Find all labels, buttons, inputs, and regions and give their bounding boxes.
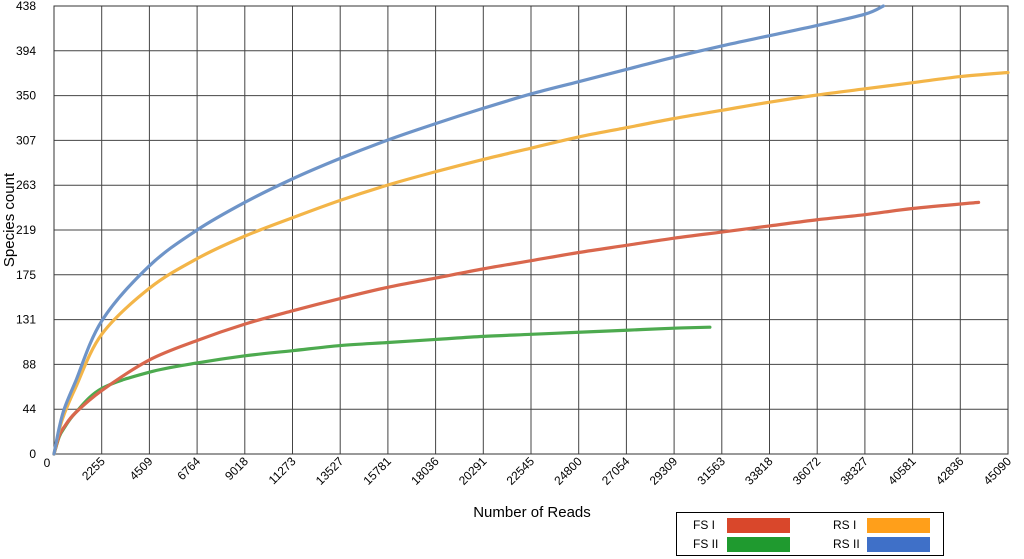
legend: FS I RS I FS II RS II <box>676 512 944 556</box>
x-tick-label: 45090 <box>981 454 1015 488</box>
legend-swatch <box>867 517 930 533</box>
series-lines <box>52 4 1010 456</box>
x-tick-label: 38327 <box>838 454 872 488</box>
x-tick-label: 9018 <box>222 454 251 483</box>
series-line-fs-ii <box>52 325 712 456</box>
x-tick-label: 33818 <box>742 454 776 488</box>
y-tick-label: 394 <box>16 44 36 58</box>
legend-item-rs-ii: RS II <box>833 534 930 554</box>
x-tick-label: 27054 <box>599 454 633 488</box>
x-tick-label: 0 <box>44 456 51 470</box>
y-tick-label: 88 <box>23 357 37 371</box>
x-tick-label: 42836 <box>933 454 967 488</box>
y-tick-label: 175 <box>16 268 36 282</box>
x-tick-label: 24800 <box>551 454 585 488</box>
y-tick-label: 263 <box>16 178 36 192</box>
series-line-rs-ii <box>52 4 885 456</box>
legend-swatch <box>727 536 790 552</box>
legend-item-fs-ii: FS II <box>693 534 790 554</box>
legend-label: FS II <box>693 537 719 551</box>
y-tick-label: 307 <box>16 133 36 147</box>
series-line-rs-i <box>52 70 1010 456</box>
plot-border <box>53 5 1009 455</box>
legend-label: RS II <box>833 537 860 551</box>
x-tick-label: 11273 <box>266 454 299 487</box>
y-tick-label: 350 <box>16 89 36 103</box>
y-tick-label: 44 <box>23 402 37 416</box>
x-tick-label: 18036 <box>408 454 442 488</box>
x-tick-label: 40581 <box>885 454 919 488</box>
y-axis-title: Species count <box>1 172 18 267</box>
x-tick-label: 6764 <box>174 454 203 483</box>
x-tick-label: 22545 <box>504 454 538 488</box>
legend-label: RS I <box>833 518 857 532</box>
legend-item-rs-i: RS I <box>833 515 930 535</box>
y-tick-label: 438 <box>16 0 36 13</box>
legend-swatch <box>867 536 930 552</box>
x-tick-label: 29309 <box>647 454 681 488</box>
x-axis-title: Number of Reads <box>473 504 591 521</box>
x-tick-label: 20291 <box>456 454 490 488</box>
legend-item-fs-i: FS I <box>693 515 790 535</box>
y-tick-label: 219 <box>16 223 36 237</box>
x-tick-label: 36072 <box>790 454 824 488</box>
y-tick-label: 131 <box>16 313 36 327</box>
legend-swatch <box>727 517 790 533</box>
legend-label: FS I <box>693 518 716 532</box>
series-line-fs-i <box>52 200 981 456</box>
x-tick-label: 2255 <box>79 454 108 483</box>
x-tick-label: 4509 <box>127 454 156 483</box>
x-tick-label: 31563 <box>694 454 728 488</box>
x-tick-label: 15781 <box>361 454 395 488</box>
x-tick-label: 13527 <box>313 454 347 488</box>
y-tick-label: 0 <box>29 447 36 461</box>
